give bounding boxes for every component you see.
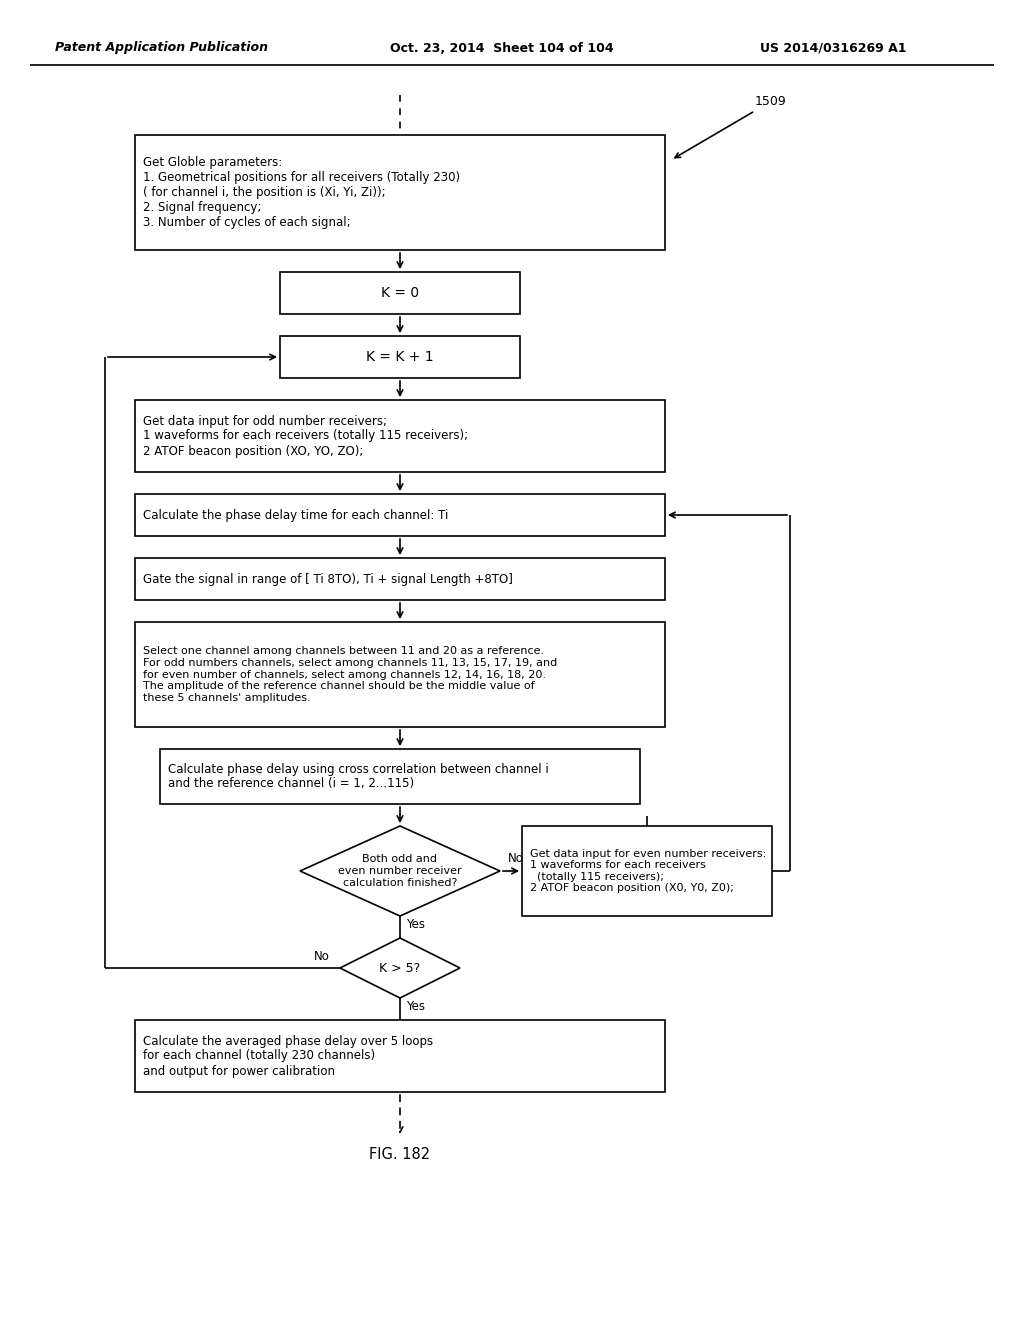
Text: FIG. 182: FIG. 182 — [370, 1147, 430, 1162]
Text: Both odd and
even number receiver
calculation finished?: Both odd and even number receiver calcul… — [338, 854, 462, 887]
Text: Get data input for odd number receivers;
1 waveforms for each receivers (totally: Get data input for odd number receivers;… — [143, 414, 468, 458]
Bar — [135, 558, 665, 601]
Text: 1509: 1509 — [675, 95, 786, 157]
Text: Calculate the averaged phase delay over 5 loops
for each channel (totally 230 ch: Calculate the averaged phase delay over … — [143, 1035, 433, 1077]
Bar — [135, 494, 665, 536]
Text: Select one channel among channels between 11 and 20 as a reference.
For odd numb: Select one channel among channels betwee… — [143, 647, 557, 702]
Text: K = 0: K = 0 — [381, 286, 419, 300]
Polygon shape — [300, 826, 500, 916]
Bar — [522, 826, 772, 916]
Bar — [135, 622, 665, 727]
Bar — [280, 337, 520, 378]
Text: Calculate the phase delay time for each channel: Ti: Calculate the phase delay time for each … — [143, 508, 449, 521]
Text: Calculate phase delay using cross correlation between channel i
and the referenc: Calculate phase delay using cross correl… — [168, 763, 549, 791]
Polygon shape — [340, 939, 460, 998]
Bar — [160, 748, 640, 804]
Bar — [135, 1020, 665, 1092]
Text: K > 5?: K > 5? — [379, 961, 421, 974]
Text: Get Globle parameters:
1. Geometrical positions for all receivers (Totally 230)
: Get Globle parameters: 1. Geometrical po… — [143, 156, 460, 228]
Text: Yes: Yes — [406, 999, 425, 1012]
Text: No: No — [508, 853, 524, 866]
Bar — [135, 400, 665, 473]
Text: Gate the signal in range of [ Ti 8TO), Ti + signal Length +8TO]: Gate the signal in range of [ Ti 8TO), T… — [143, 573, 513, 586]
Text: Yes: Yes — [406, 917, 425, 931]
Text: US 2014/0316269 A1: US 2014/0316269 A1 — [760, 41, 906, 54]
Text: Patent Application Publication: Patent Application Publication — [55, 41, 268, 54]
Text: Oct. 23, 2014  Sheet 104 of 104: Oct. 23, 2014 Sheet 104 of 104 — [390, 41, 613, 54]
Text: Get data input for even number receivers:
1 waveforms for each receivers
  (tota: Get data input for even number receivers… — [530, 849, 766, 894]
Text: No: No — [314, 949, 330, 962]
Bar — [280, 272, 520, 314]
Text: K = K + 1: K = K + 1 — [367, 350, 434, 364]
Bar — [135, 135, 665, 249]
